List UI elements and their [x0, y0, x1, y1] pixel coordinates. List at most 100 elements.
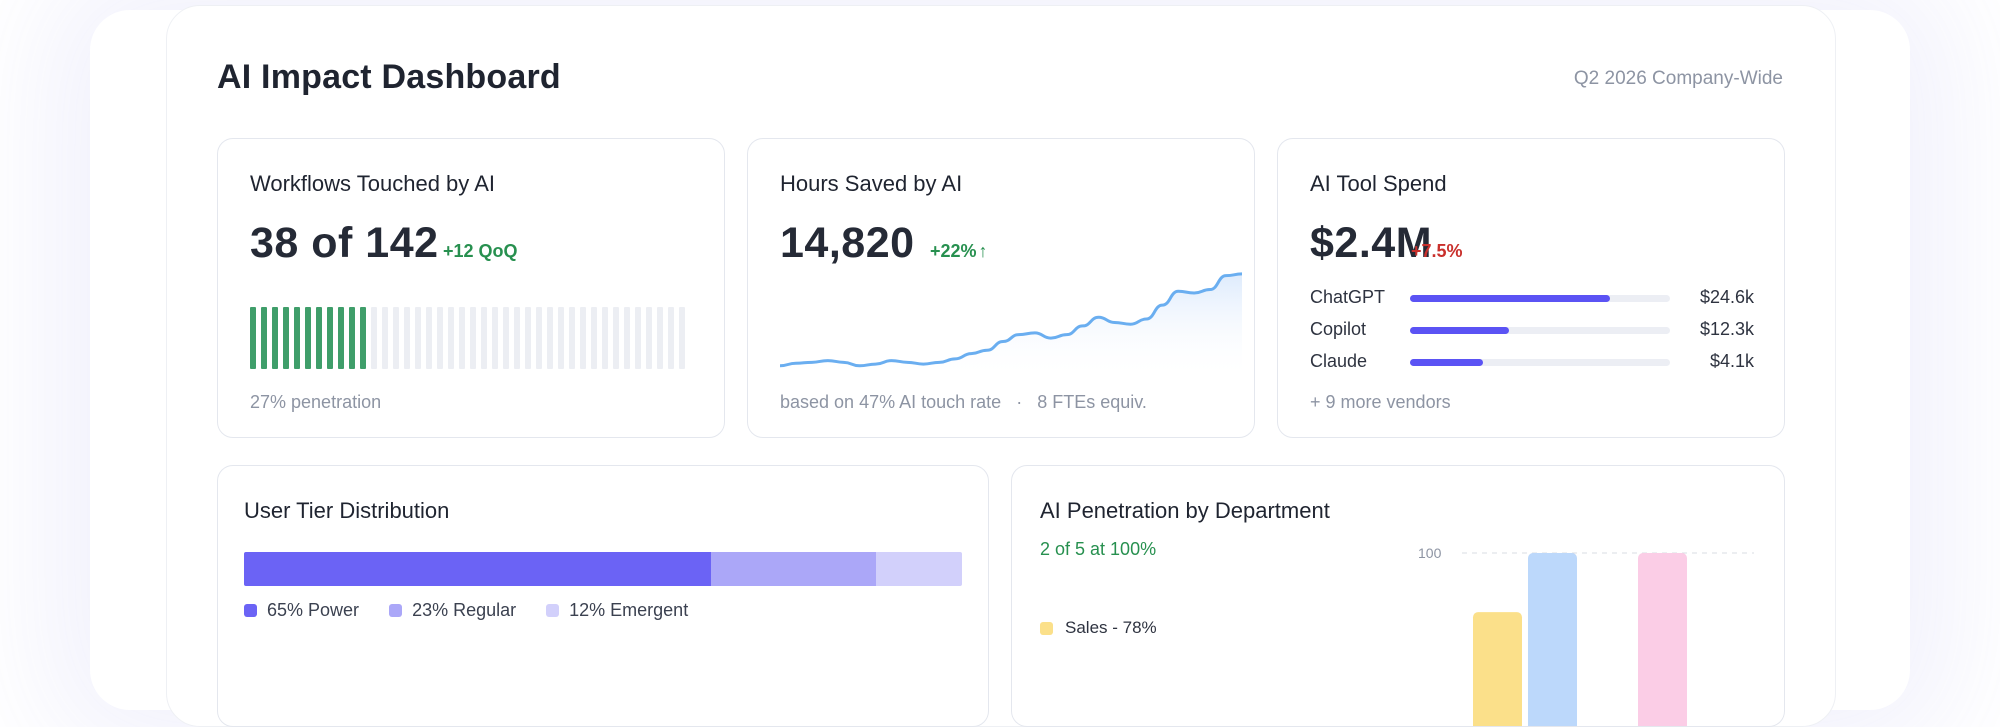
department-bar [1638, 553, 1687, 726]
workflow-bar-active [283, 307, 289, 369]
workflow-bar-active [294, 307, 300, 369]
workflow-bar-inactive [668, 307, 674, 369]
vendor-name: Copilot [1310, 319, 1367, 339]
workflow-bar-inactive [547, 307, 553, 369]
tier-card: User Tier Distribution 65% Power 23% Reg… [217, 465, 989, 727]
spend-value: $2.4M [1310, 219, 1433, 267]
vendor-amount: $12.3k [1699, 319, 1754, 339]
y-tick-label: 100 [1418, 545, 1442, 561]
workflow-bar-inactive [613, 307, 619, 369]
sparkline-line [779, 272, 1243, 368]
spend-delta: +7.5% [1411, 241, 1463, 261]
workflow-bar-active [305, 307, 311, 369]
touch-rate-text: based on 47% AI touch rate [780, 392, 1002, 412]
workflow-bar-active [272, 307, 278, 369]
workflow-bar-inactive [393, 307, 399, 369]
tier-segment-emergent [875, 552, 962, 586]
workflow-bar-inactive [382, 307, 388, 369]
workflow-bar-active [360, 307, 366, 369]
vendor-row: Claude $4.1k [1310, 351, 1754, 375]
workflow-bar-active [338, 307, 344, 369]
workflow-bar-inactive [514, 307, 520, 369]
vendor-amount: $4.1k [1709, 351, 1754, 371]
hours-delta: +22% ↑ [930, 241, 988, 262]
workflow-bar-inactive [404, 307, 410, 369]
vendor-name: ChatGPT [1310, 287, 1386, 307]
department-bar [1528, 553, 1577, 726]
vendor-bar [1410, 327, 1509, 334]
legend-label: 12% Emergent [569, 600, 689, 620]
workflow-bar-inactive [580, 307, 586, 369]
vendor-track [1410, 327, 1670, 334]
workflow-bar-inactive [679, 307, 685, 369]
vendor-name: Claude [1310, 351, 1368, 371]
workflow-bar-inactive [646, 307, 652, 369]
workflow-bar-active [316, 307, 322, 369]
tier-legend: 65% Power 23% Regular 12% Emergent [244, 600, 688, 621]
hours-value: 14,820 [780, 219, 915, 267]
workflow-waffle-bars [250, 307, 694, 369]
workflow-bar-inactive [602, 307, 608, 369]
more-vendors-link[interactable]: + 9 more vendors [1310, 392, 1451, 412]
spend-card: AI Tool Spend $2.4M +7.5% ChatGPT $24.6k… [1277, 138, 1785, 438]
workflow-bar-inactive [459, 307, 465, 369]
workflow-bar-inactive [437, 307, 443, 369]
workflow-bar-active [250, 307, 256, 369]
workflow-bar-active [349, 307, 355, 369]
workflow-bar-active [327, 307, 333, 369]
department-bar-chart: 100 [1418, 545, 1754, 726]
workflow-bar-inactive [415, 307, 421, 369]
card-title: User Tier Distribution [244, 498, 450, 523]
tier-stacked-bar [244, 552, 962, 586]
workflows-delta: +12 QoQ [443, 241, 518, 261]
workflow-bar-inactive [426, 307, 432, 369]
vendor-track [1410, 295, 1670, 302]
separator-dot: · [1016, 392, 1023, 412]
penetration-footer: 27% penetration [250, 392, 382, 412]
workflow-bar-inactive [536, 307, 542, 369]
workflow-bar-inactive [470, 307, 476, 369]
workflow-bar-active [261, 307, 267, 369]
hours-card: Hours Saved by AI 14,820 +22% ↑ based on … [747, 138, 1255, 438]
workflows-card: Workflows Touched by AI 38 of 142 +12 Qo… [217, 138, 725, 438]
vendor-track [1410, 359, 1670, 366]
vendor-row: ChatGPT $24.6k [1310, 287, 1754, 311]
workflow-bar-inactive [448, 307, 454, 369]
dept-summary: 2 of 5 at 100% [1040, 539, 1157, 559]
card-title: AI Penetration by Department [1040, 498, 1330, 523]
workflow-bar-inactive [503, 307, 509, 369]
department-card: AI Penetration by Department 2 of 5 at 1… [1011, 465, 1785, 727]
tier-segment-regular [710, 552, 876, 586]
hours-delta-text: +22% [930, 241, 977, 261]
legend-label: 23% Regular [412, 600, 517, 620]
workflow-bar-inactive [591, 307, 597, 369]
workflow-bar-inactive [635, 307, 641, 369]
legend-swatch [1040, 621, 1053, 635]
legend-label: Sales - 78% [1065, 618, 1157, 637]
hours-sparkline [779, 272, 1243, 379]
arrow-up-icon: ↑ [978, 241, 988, 261]
page-title: AI Impact Dashboard [217, 58, 561, 96]
hours-footer: based on 47% AI touch rate · 8 FTEs equi… [780, 392, 1147, 413]
workflow-bar-inactive [525, 307, 531, 369]
legend-label: 65% Power [267, 600, 360, 620]
card-title: Workflows Touched by AI [250, 171, 495, 196]
workflow-bar-inactive [492, 307, 498, 369]
workflow-bar-inactive [624, 307, 630, 369]
workflow-bar-inactive [481, 307, 487, 369]
legend-item: 65% Power [244, 600, 359, 621]
legend-item: 12% Emergent [546, 600, 688, 621]
period-label: Q2 2026 Company-Wide [1573, 68, 1783, 89]
vendor-bar [1410, 359, 1483, 366]
vendor-amount: $24.6k [1699, 287, 1754, 307]
department-bar [1473, 612, 1522, 726]
legend-item: 23% Regular [389, 600, 516, 621]
legend-swatch [244, 604, 257, 617]
fte-text: 8 FTEs equiv. [1037, 392, 1147, 412]
legend-swatch [389, 604, 403, 617]
workflow-bar-inactive [657, 307, 663, 369]
workflow-bar-inactive [371, 307, 377, 369]
workflow-bar-inactive [569, 307, 575, 369]
tier-segment-power [244, 552, 711, 586]
legend-swatch [546, 604, 560, 617]
